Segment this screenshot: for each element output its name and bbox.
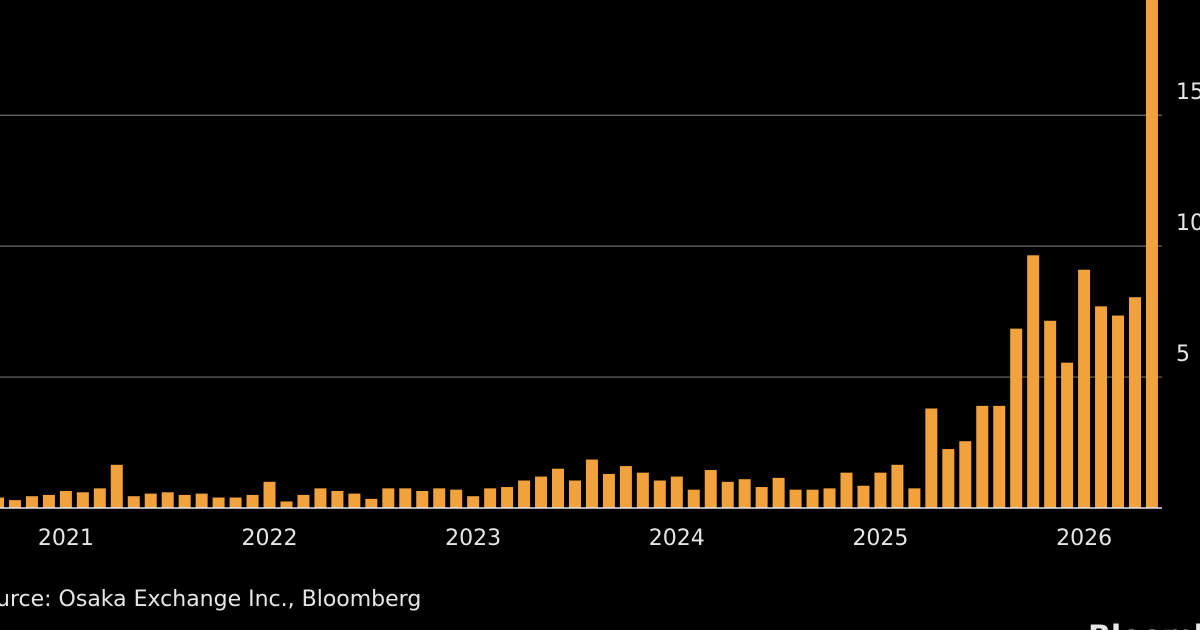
- bar: [195, 493, 208, 508]
- bar: [789, 489, 802, 508]
- x-tick-label: 2026: [1056, 526, 1112, 551]
- x-tick-label: 2023: [445, 526, 501, 551]
- bar: [433, 488, 446, 508]
- bar: [993, 405, 1006, 508]
- bar: [721, 481, 734, 508]
- bar: [1044, 320, 1057, 508]
- bar: [1027, 255, 1040, 508]
- bar: [891, 464, 904, 508]
- bar: [42, 494, 55, 508]
- bar: [874, 472, 887, 508]
- bar: [704, 470, 717, 508]
- bar: [585, 459, 598, 508]
- bar: [1112, 315, 1125, 508]
- bar: [636, 472, 649, 508]
- bar: [484, 488, 497, 508]
- bar: [263, 481, 276, 508]
- bar: [76, 492, 89, 508]
- bar: [823, 488, 836, 508]
- x-tick-label: 2025: [852, 526, 908, 551]
- bar: [806, 489, 819, 508]
- y-tick-label: 15: [1176, 80, 1200, 105]
- bar: [331, 490, 344, 508]
- bar: [416, 490, 429, 508]
- bar: [653, 480, 666, 508]
- bar: [1128, 297, 1141, 508]
- bar: [840, 472, 853, 508]
- bar: [467, 496, 480, 508]
- bar: [1061, 362, 1074, 508]
- bar: [246, 494, 259, 508]
- bar: [59, 490, 72, 508]
- bar: [959, 441, 972, 508]
- bar: [908, 488, 921, 508]
- bar: [1078, 269, 1091, 508]
- bar: [450, 489, 463, 508]
- bar: [552, 468, 565, 508]
- brand: Bloomb: [1088, 620, 1200, 630]
- bar: [297, 494, 310, 508]
- bar: [619, 466, 632, 508]
- bar: [857, 485, 870, 508]
- grid: [0, 114, 1162, 378]
- bar: [127, 496, 140, 508]
- bar: [365, 498, 378, 508]
- bar: [212, 497, 225, 508]
- bar: [178, 494, 191, 508]
- source: urce: Osaka Exchange Inc., Bloomberg: [0, 587, 421, 612]
- bar: [1145, 0, 1158, 508]
- bar: [568, 480, 581, 508]
- bar: [976, 405, 989, 508]
- bar: [602, 473, 615, 508]
- x-tick-label: 2022: [242, 526, 298, 551]
- y-tick-label: 10: [1176, 211, 1200, 236]
- bar: [518, 480, 531, 508]
- bar: [670, 476, 683, 508]
- bar: [229, 497, 242, 508]
- bar: [535, 476, 548, 508]
- bar: [25, 496, 38, 508]
- bar: [348, 493, 361, 508]
- x-tick-label: 2024: [649, 526, 705, 551]
- bar: [772, 477, 785, 508]
- bar: [1095, 306, 1108, 508]
- bar: [755, 487, 768, 508]
- bar: [110, 464, 123, 508]
- x-tick-label: 2021: [38, 526, 94, 551]
- bar: [399, 488, 412, 508]
- bar: [382, 488, 395, 508]
- bar: [8, 500, 21, 508]
- bar: [942, 449, 955, 508]
- y-tick-label: 5: [1176, 342, 1190, 367]
- bar: [93, 488, 106, 508]
- bar: [144, 493, 157, 508]
- bar: [280, 501, 293, 508]
- bar: [501, 487, 514, 508]
- bar: [314, 488, 327, 508]
- bar: [0, 497, 4, 508]
- bar: [161, 492, 174, 508]
- bar: [687, 489, 700, 508]
- bar: [738, 479, 751, 508]
- bars: [0, 0, 1158, 508]
- bar: [925, 408, 938, 508]
- bar: [1010, 328, 1023, 508]
